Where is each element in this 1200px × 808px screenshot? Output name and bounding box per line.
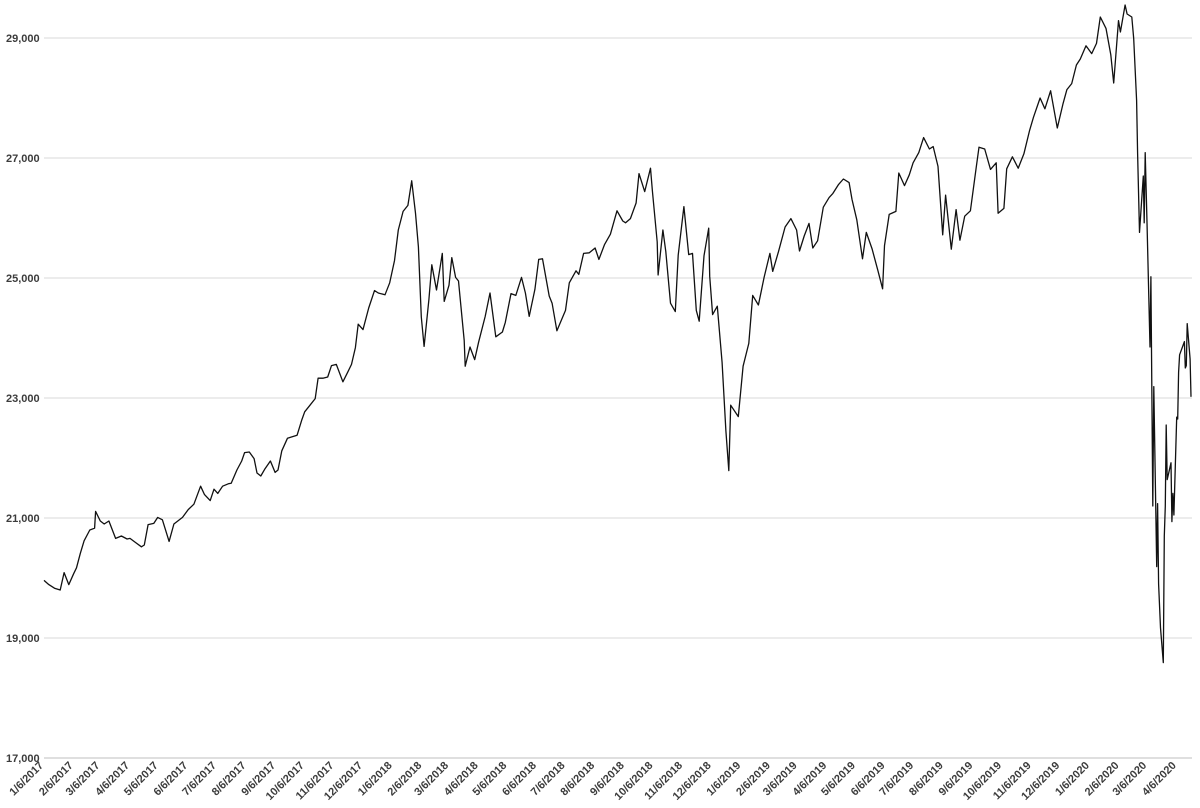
y-tick-label: 27,000 [6, 153, 40, 165]
series-area [43, 4, 1192, 664]
gridlines [44, 37, 1192, 759]
y-tick-label: 25,000 [6, 273, 40, 285]
y-tick-label: 23,000 [6, 393, 40, 405]
y-tick-label: 19,000 [6, 633, 40, 645]
y-tick-label: 29,000 [6, 33, 40, 45]
x-axis-ticks: 1/6/20172/6/20173/6/20174/6/20175/6/2017… [7, 760, 1178, 803]
series-line-0 [43, 4, 1192, 664]
y-tick-label: 17,000 [6, 753, 40, 765]
y-tick-label: 21,000 [6, 513, 40, 525]
y-axis-ticks: 17,000 19,000 21,000 23,000 25,000 27,000 29,0… [6, 33, 40, 765]
